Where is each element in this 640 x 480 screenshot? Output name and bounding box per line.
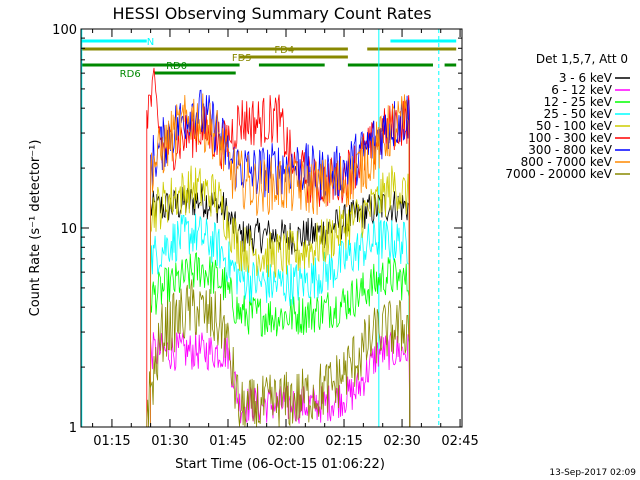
x-tick-label: 02:00	[267, 434, 304, 449]
chart-title: HESSI Observing Summary Count Rates	[112, 4, 431, 23]
vertical-markers	[81, 29, 440, 427]
flag-bar-label: RD6	[120, 69, 141, 80]
footer-date: 13-Sep-2017 02:09	[549, 468, 636, 478]
x-tick-label: 01:30	[151, 434, 188, 449]
series-line	[150, 165, 411, 428]
y-tick-label: 10	[60, 222, 77, 237]
y-axis-ticks: 100 10 1	[52, 23, 462, 436]
flag-bar-label: FD4	[274, 45, 294, 56]
legend-entry-label: 7000 - 20000 keV	[505, 167, 612, 181]
x-tick-label: 02:15	[325, 434, 362, 449]
series-line	[150, 183, 411, 428]
x-tick-label: 02:45	[441, 434, 478, 449]
x-axis-ticks: 01:15 01:30 01:45 02:00 02:15 02:30 02:45	[92, 29, 479, 449]
x-tick-label: 02:30	[383, 434, 420, 449]
y-axis-label: Count Rate (s⁻¹ detector⁻¹)	[28, 140, 43, 317]
legend-entry-label: 100 - 300 keV	[528, 131, 612, 145]
x-tick-label: 01:45	[209, 434, 246, 449]
legend-entry-label: 25 - 50 keV	[544, 107, 613, 121]
legend-entry-label: 300 - 800 keV	[528, 143, 612, 157]
flag-bars: N FD4 FD5 RD0 RD6	[81, 37, 457, 80]
legend-entry-label: 12 - 25 keV	[544, 95, 613, 109]
series-line	[150, 93, 411, 428]
legend-entry-label: 3 - 6 keV	[559, 71, 613, 85]
series-line	[146, 279, 411, 428]
flag-bar-label: N	[147, 37, 154, 48]
flag-bar-label: FD5	[232, 53, 252, 64]
y-tick-label: 100	[52, 23, 77, 38]
legend-entry-label: 50 - 100 keV	[536, 119, 613, 133]
legend-title: Det 1,5,7, Att 0	[536, 52, 628, 66]
series-layer	[146, 67, 411, 428]
flag-bar-label: RD0	[166, 61, 187, 72]
x-axis-label: Start Time (06-Oct-15 01:06:22)	[175, 457, 385, 472]
y-tick-label: 1	[69, 421, 77, 436]
series-line	[150, 252, 411, 428]
x-tick-label: 01:15	[93, 434, 130, 449]
legend-entry-label: 800 - 7000 keV	[521, 155, 613, 169]
legend-entry-label: 6 - 12 keV	[551, 83, 613, 97]
series-line	[150, 89, 411, 428]
series-line	[150, 213, 411, 428]
